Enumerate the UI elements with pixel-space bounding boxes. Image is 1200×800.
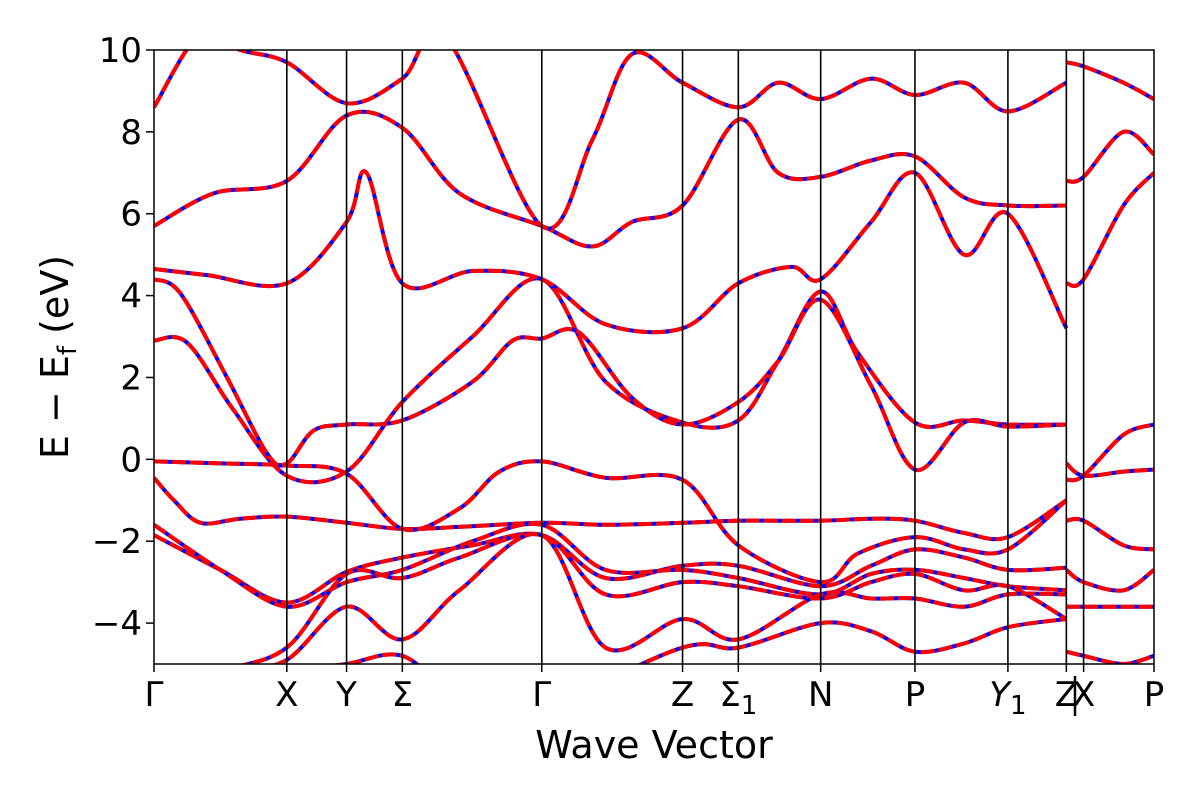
band-line-dashed [1065, 568, 1154, 593]
x-tick-label: Z [1055, 675, 1078, 715]
kpoint-divider-lines [286, 50, 1085, 664]
y-tick-label: 4 [120, 277, 142, 317]
y-tick-label: −2 [92, 522, 142, 562]
y-axis-label: E − Ef (eV) [33, 255, 83, 459]
x-tick-label: P [1144, 675, 1165, 715]
x-tick-label: Y1 [989, 675, 1026, 721]
plot-frame [153, 49, 1155, 665]
y-tick-label: 0 [120, 440, 142, 480]
y-axis-label-subscript: f [53, 345, 83, 355]
band-line-dashed [1065, 461, 1154, 478]
y-tick-label: −4 [92, 604, 142, 644]
x-tick-label: Y [335, 675, 357, 715]
y-tick-label: 8 [120, 113, 142, 153]
band-line-dashed [154, 531, 1067, 605]
band-line-dashed [1066, 516, 1154, 552]
y-axis-ticks: −4 −2 0 2 4 6 8 10 [92, 31, 154, 644]
x-tick-label: X [275, 675, 298, 715]
band-line-dashed [154, 277, 1067, 472]
band-line-dashed [154, 50, 1068, 231]
band-line-dashed [239, 532, 1068, 664]
x-tick-label: Z [671, 675, 694, 715]
band-line-dashed [154, 521, 1067, 609]
y-tick-label: 10 [99, 31, 142, 71]
band-line-dashed [154, 476, 1068, 542]
plot-area [154, 50, 1154, 664]
x-tick-label: N [808, 675, 833, 715]
band-line-dashed [1065, 60, 1154, 101]
x-axis-ticks: Γ X Y Σ Γ Z Σ1 N P Y1 ZX P [145, 664, 1165, 721]
y-tick-label: 2 [120, 358, 142, 398]
x-tick-label: X [1072, 675, 1095, 715]
band-line-dashed [1065, 129, 1154, 184]
band-line-solid [154, 50, 1068, 231]
band-line-dashed [154, 459, 1068, 585]
band-line-solid [154, 277, 1067, 472]
x-tick-label: Σ [392, 675, 413, 715]
x-tick-label: Γ [145, 675, 164, 715]
y-tick-label: 6 [120, 195, 142, 235]
band-line-solid [154, 531, 1067, 605]
band-line-solid [1066, 516, 1154, 552]
band-line-dashed [154, 276, 1067, 485]
x-tick-label: Γ [532, 675, 551, 715]
band-line-solid [154, 476, 1068, 542]
band-line-solid [154, 276, 1067, 485]
y-axis-label-main: E − E [33, 355, 77, 459]
x-axis-label: Wave Vector [535, 723, 773, 767]
band-line-dashed [154, 109, 1067, 249]
y-axis-label-unit: (eV) [33, 255, 77, 346]
band-line-dashed [270, 531, 1067, 664]
x-tick-label: P [905, 675, 926, 715]
band-line-solid [330, 617, 1067, 664]
band-line-dashed [154, 169, 1069, 335]
band-line-dashed [1065, 171, 1154, 289]
x-tick-label: Σ1 [719, 675, 757, 721]
band-line-dashed [1065, 422, 1154, 483]
band-line-dashed [1065, 649, 1154, 664]
